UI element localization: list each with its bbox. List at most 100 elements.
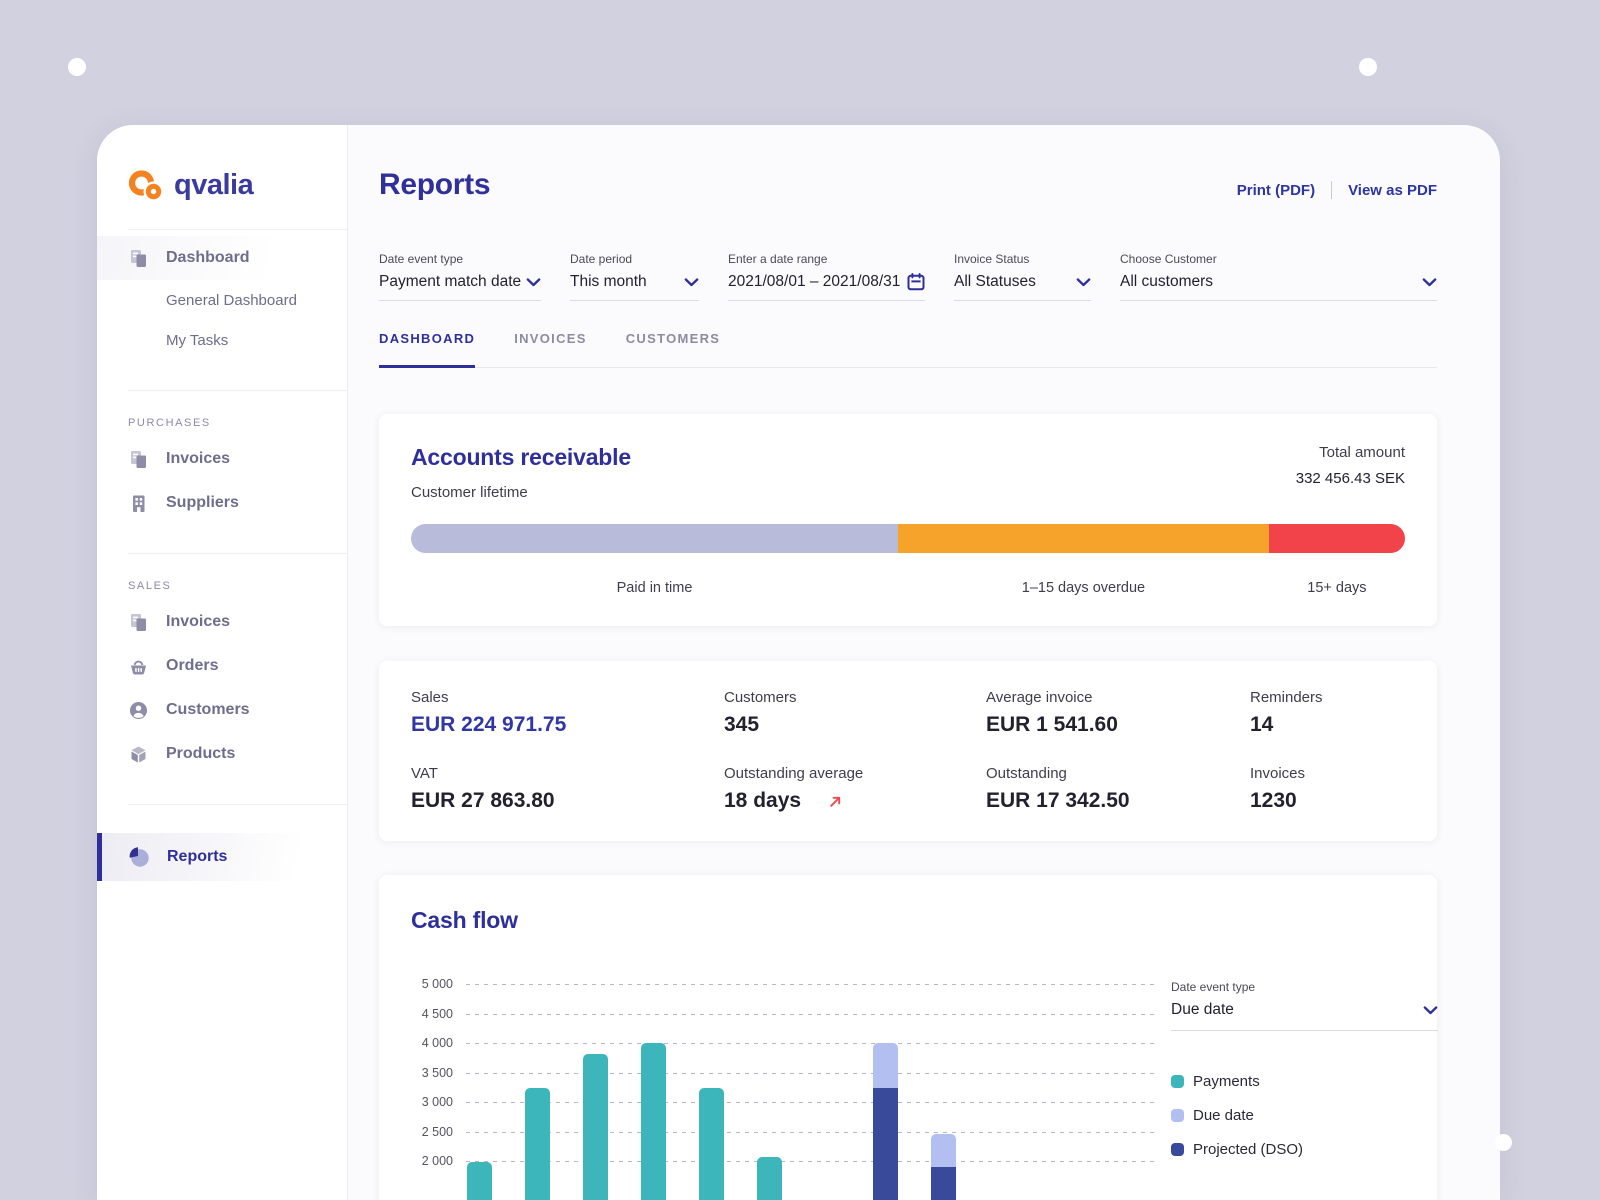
kpi-label: Outstanding average (724, 765, 864, 782)
cash-flow-chart: 5 000 4 500 4 000 3 500 3 000 2 500 2 000 Date… (411, 976, 1438, 1200)
filter-bar: Date event type Payment match date Date … (379, 252, 1437, 301)
invoice-status-select[interactable]: All Statuses (954, 273, 1091, 291)
view-as-pdf-link[interactable]: View as PDF (1348, 181, 1437, 199)
y-axis-label: 4 000 (421, 1036, 453, 1050)
legend-swatch (1171, 1142, 1184, 1156)
choose-customer-select[interactable]: All customers (1120, 273, 1437, 291)
kpi-value: EUR 27 863.80 (411, 789, 555, 812)
chevron-down-icon (526, 277, 541, 287)
sidebar-section-sales: SALES (128, 580, 172, 592)
filter-date-event-type: Date event type Payment match date (379, 252, 541, 301)
date-event-type-select[interactable]: Payment match date (379, 273, 541, 291)
kpi-sales: Sales EUR 224 971.75 (411, 689, 724, 737)
gridline (466, 1131, 1156, 1134)
date-range-input[interactable]: 2021/08/01 – 2021/08/31 (728, 273, 925, 291)
calendar-icon (907, 273, 925, 291)
filter-value: 2021/08/01 – 2021/08/31 (728, 273, 901, 290)
gridline (466, 1013, 1156, 1016)
sidebar-item-reports[interactable]: Reports (97, 833, 347, 881)
sidebar-item-sales-invoices[interactable]: Invoices (97, 600, 347, 644)
pie-chart-icon (128, 846, 150, 868)
legend-swatch (1171, 1074, 1184, 1088)
bar-segment-payments (641, 1043, 666, 1200)
chevron-down-icon (1076, 277, 1091, 287)
sidebar-item-my-tasks[interactable]: My Tasks (97, 320, 347, 360)
kpi-card: Sales EUR 224 971.75 Customers 345 Avera… (379, 661, 1437, 841)
aging-stacked-bar (411, 524, 1405, 553)
legend-item-payments: Payments (1171, 1064, 1438, 1098)
total-amount-value: 332 456.43 SEK (1295, 470, 1405, 487)
filter-label: Invoice Status (954, 252, 1030, 266)
print-pdf-link[interactable]: Print (PDF) (1236, 181, 1316, 199)
decorative-dot (68, 58, 86, 76)
ar-bar-segment (898, 524, 1269, 553)
report-tabs: DASHBOARD INVOICES CUSTOMERS (379, 331, 1437, 368)
bar-segment-projected-dso (931, 1166, 956, 1200)
bar-segment-payments (525, 1088, 550, 1200)
gridline (466, 1072, 1156, 1075)
sidebar-item-orders[interactable]: Orders (97, 644, 347, 688)
divider (1331, 181, 1333, 199)
kpi-value: EUR 224 971.75 (411, 713, 567, 736)
accounts-receivable-card: Accounts receivable Customer lifetime To… (379, 414, 1437, 626)
total-amount-label: Total amount (1319, 444, 1405, 461)
date-period-select[interactable]: This month (570, 273, 699, 291)
filter-choose-customer: Choose Customer All customers (1120, 252, 1437, 301)
sidebar-subitem-label: My Tasks (166, 331, 229, 349)
legend-item-due-date: Due date (1171, 1098, 1438, 1132)
accounts-receivable-title: Accounts receivable (411, 444, 631, 470)
filter-value: All customers (1120, 273, 1214, 290)
bar-segment-payments (699, 1088, 724, 1200)
filter-label: Date period (570, 252, 633, 266)
sidebar-item-general-dashboard[interactable]: General Dashboard (97, 280, 347, 320)
sidebar-item-customers[interactable]: Customers (97, 688, 347, 732)
invoices-icon (128, 449, 149, 470)
legend-label: Due date (1193, 1106, 1254, 1124)
filter-value: Payment match date (379, 273, 522, 290)
bar-segment-projected-dso (873, 1088, 898, 1200)
sidebar-item-suppliers[interactable]: Suppliers (97, 481, 347, 525)
sidebar-subitem-label: General Dashboard (166, 291, 297, 309)
filter-value: All Statuses (954, 273, 1036, 290)
chart-date-event-type-select[interactable]: Due date (1171, 1001, 1438, 1031)
y-axis-label: 2 500 (421, 1124, 453, 1139)
sidebar-item-dashboard[interactable]: Dashboard (97, 236, 347, 280)
bar-segment-payments (583, 1053, 608, 1200)
sidebar-item-label: Invoices (166, 450, 231, 467)
tab-dashboard[interactable]: DASHBOARD (379, 331, 476, 368)
kpi-vat: VAT EUR 27 863.80 (411, 765, 724, 813)
divider (128, 553, 347, 554)
divider (128, 804, 347, 805)
filter-value: This month (570, 273, 647, 290)
cash-flow-title: Cash flow (411, 907, 518, 933)
sidebar-item-products[interactable]: Products (97, 732, 347, 776)
legend-label: Payments (1193, 1072, 1260, 1090)
kpi-value: EUR 1 541.60 (986, 713, 1118, 736)
kpi-label: Invoices (1250, 765, 1306, 782)
sidebar-item-purchases-invoices[interactable]: Invoices (97, 437, 347, 481)
sidebar-item-label: Reports (167, 848, 228, 865)
legend-label: Projected (DSO) (1193, 1140, 1304, 1158)
kpi-label: VAT (411, 765, 438, 782)
decorative-dot (1359, 58, 1377, 76)
kpi-outstanding-average: Outstanding average 18 days (724, 765, 986, 813)
cube-icon (128, 744, 149, 765)
qvalia-logo: qvalia (128, 165, 347, 205)
bar-segment-due-date (931, 1134, 956, 1167)
kpi-value: 18 days (724, 789, 802, 812)
person-icon (128, 700, 149, 721)
tab-invoices[interactable]: INVOICES (514, 331, 587, 346)
y-axis-label: 2 000 (421, 1154, 453, 1168)
ar-bar-label: Paid in time (616, 580, 693, 596)
gridline (466, 984, 1156, 986)
chart-legend: Payments Due date Projected (DSO) (1171, 1064, 1438, 1166)
chart-filter-value: Due date (1171, 1001, 1234, 1018)
legend-swatch (1171, 1108, 1184, 1122)
sidebar-item-label: Products (166, 745, 236, 762)
basket-icon (128, 656, 149, 677)
sidebar-section-purchases: PURCHASES (128, 417, 211, 429)
tab-customers[interactable]: CUSTOMERS (625, 331, 721, 346)
accounts-receivable-subtitle: Customer lifetime (411, 484, 528, 501)
chevron-down-icon (1422, 277, 1437, 287)
filter-date-range: Enter a date range 2021/08/01 – 2021/08/… (728, 252, 925, 301)
